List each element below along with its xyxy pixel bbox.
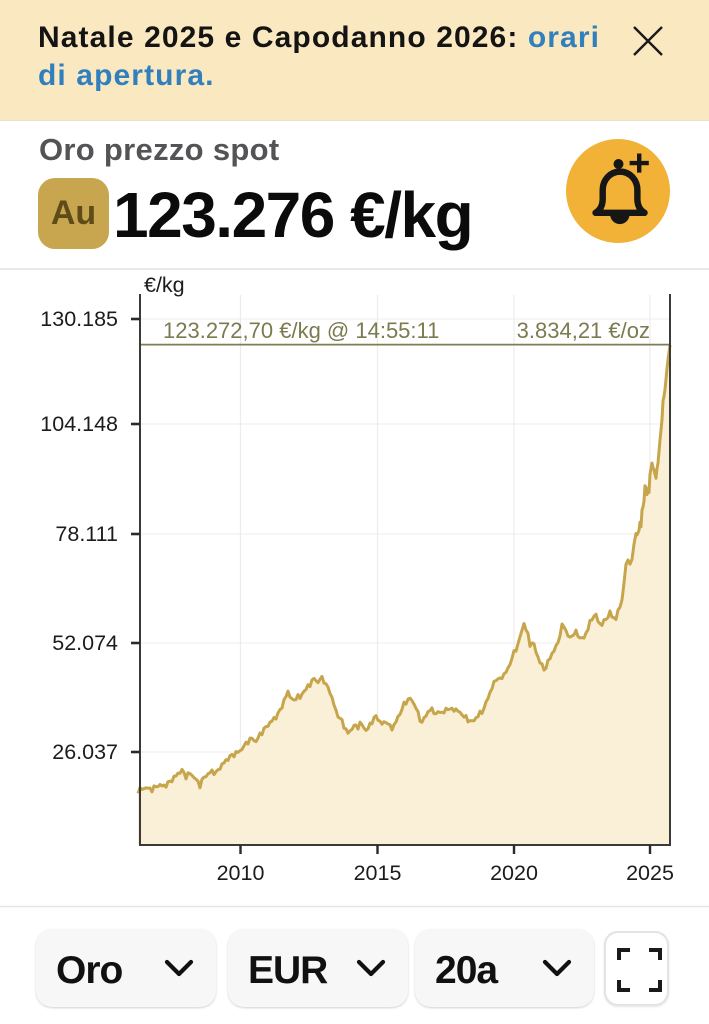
svg-text:104.148: 104.148 [40,412,118,436]
svg-text:26.037: 26.037 [52,740,118,764]
svg-text:123.272,70 €/kg @ 14:55:11: 123.272,70 €/kg @ 14:55:11 [163,318,439,343]
svg-text:52.074: 52.074 [52,631,118,655]
svg-text:130.185: 130.185 [40,307,118,331]
svg-text:78.111: 78.111 [55,522,118,546]
svg-text:2025: 2025 [626,861,674,885]
svg-text:2020: 2020 [490,861,538,885]
svg-text:2015: 2015 [354,861,402,885]
svg-text:€/kg: €/kg [144,273,185,297]
svg-text:3.834,21 €/oz: 3.834,21 €/oz [517,318,650,343]
svg-text:2010: 2010 [217,861,265,885]
